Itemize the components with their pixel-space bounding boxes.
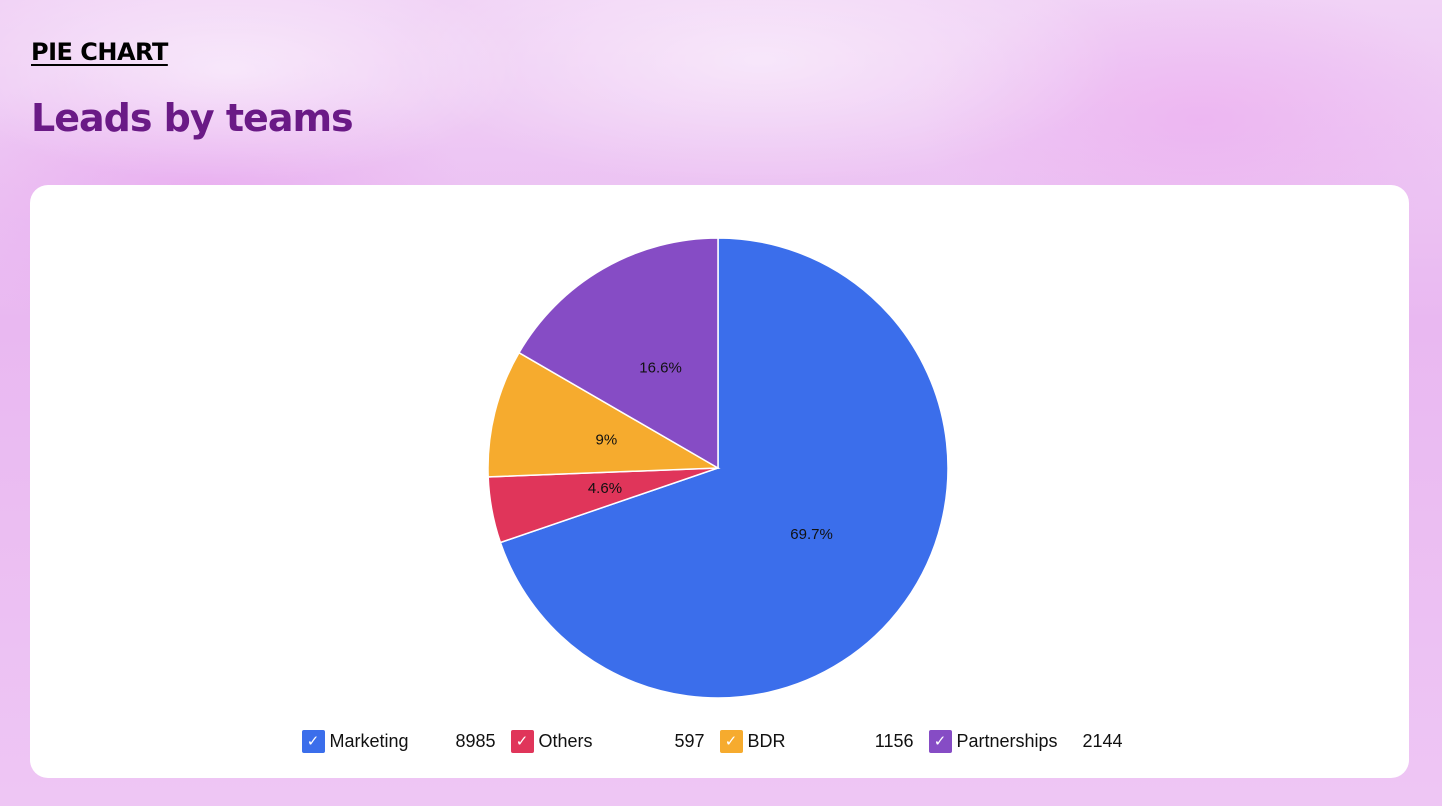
pie-slice-partnerships[interactable] (517, 237, 719, 470)
legend-item-bdr[interactable]: ✓ BDR 1156 (719, 729, 929, 753)
legend-item-others[interactable]: ✓ Others 597 (510, 729, 720, 753)
legend-value: 2144 (1082, 730, 1123, 751)
pie-slice-bdr[interactable] (487, 351, 721, 478)
legend-value: 597 (674, 730, 705, 751)
checkbox-icon[interactable]: ✓ (301, 729, 325, 753)
chart-legend: ✓ Marketing 8985 ✓ Others 597 ✓ BDR 1156… (30, 728, 1409, 754)
legend-label: Marketing (329, 730, 409, 751)
pie-slice-marketing[interactable] (499, 237, 949, 699)
legend-value: 8985 (455, 730, 496, 751)
page-title: Leads by teams (31, 96, 354, 140)
slice-percent-label: 4.6% (588, 480, 622, 497)
slice-percent-label: 16.6% (639, 359, 682, 376)
checkbox-icon[interactable]: ✓ (719, 729, 743, 753)
pie-chart: 69.7% 4.6% 9% 16.6% (487, 237, 949, 699)
checkbox-icon[interactable]: ✓ (510, 729, 534, 753)
slice-percent-label: 69.7% (790, 526, 833, 543)
legend-item-partnerships[interactable]: ✓ Partnerships 2144 (928, 729, 1138, 753)
legend-item-marketing[interactable]: ✓ Marketing 8985 (301, 729, 511, 753)
legend-value: 1156 (874, 730, 914, 751)
legend-label: Partnerships (956, 730, 1058, 751)
page-kicker: PIE CHART (31, 38, 168, 66)
legend-label: Others (538, 730, 593, 751)
slice-percent-label: 9% (596, 431, 618, 448)
legend-label: BDR (747, 730, 786, 751)
checkbox-icon[interactable]: ✓ (928, 729, 952, 753)
chart-card: 69.7% 4.6% 9% 16.6% ✓ Marketing 8985 ✓ Othe… (30, 185, 1409, 778)
